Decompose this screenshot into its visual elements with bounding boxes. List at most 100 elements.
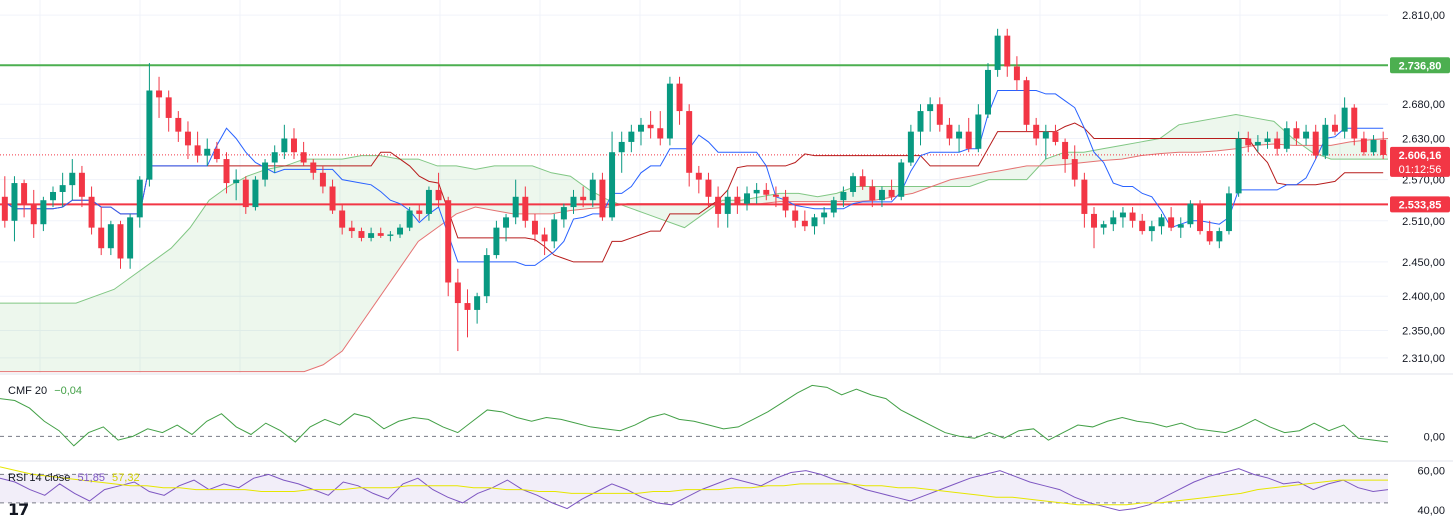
tenkan-line	[4, 90, 1384, 266]
candle	[1264, 131, 1271, 149]
cmf-legend[interactable]: CMF 20 −0,04	[8, 385, 86, 397]
candle	[1303, 124, 1310, 146]
price-tick-label: 2.510,00	[1402, 216, 1445, 228]
candle	[1158, 213, 1165, 235]
candle	[387, 231, 394, 242]
candle	[975, 104, 982, 153]
price-tick-label: 2.810,00	[1402, 10, 1445, 22]
candle	[1225, 186, 1232, 235]
candle-body	[310, 162, 317, 173]
candle-body	[50, 191, 57, 201]
candle-body	[821, 212, 828, 218]
candle	[1081, 172, 1088, 228]
candle	[570, 189, 577, 214]
candle	[329, 179, 336, 214]
candle	[69, 159, 76, 201]
candle	[1042, 124, 1049, 160]
candle-body	[888, 189, 895, 197]
candle	[1148, 220, 1155, 242]
rsi-band	[0, 474, 1388, 503]
candle-body	[1360, 138, 1367, 153]
candle-body	[136, 179, 143, 218]
rsi-legend[interactable]: RSI 14 close 51,85 57,32	[8, 472, 144, 484]
candle-body	[1081, 179, 1088, 214]
senkou-a-line	[0, 113, 1388, 304]
candle-body	[300, 152, 307, 163]
rsi-label: RSI 14 close	[8, 472, 71, 484]
candle	[290, 128, 297, 160]
candle	[1091, 207, 1098, 249]
candle	[637, 117, 644, 146]
candle-body	[233, 179, 240, 184]
rsi-tick-label: 40,00	[1417, 505, 1445, 517]
candle-body	[551, 219, 558, 242]
candle-body	[686, 111, 693, 173]
level-price-label: 2.736,80	[1399, 60, 1442, 72]
candle-body	[30, 203, 37, 225]
candle	[744, 186, 751, 211]
candle	[136, 176, 143, 228]
candle-body	[184, 131, 191, 146]
candle-body	[1023, 80, 1030, 125]
candle	[310, 159, 317, 180]
candle-body	[715, 196, 722, 214]
candle-body	[78, 172, 85, 197]
candle	[898, 159, 905, 201]
candle	[869, 179, 876, 208]
candle-body	[541, 234, 548, 242]
candle-body	[898, 162, 905, 197]
candle-body	[69, 172, 76, 186]
candle	[936, 97, 943, 132]
level-price-tag	[1390, 57, 1450, 74]
candle-body	[503, 217, 510, 228]
candle	[1033, 117, 1040, 146]
candle-body	[792, 210, 799, 221]
candle	[40, 196, 47, 232]
candle	[445, 196, 452, 297]
current-price-tag	[1390, 146, 1450, 177]
candle-body	[1351, 107, 1358, 139]
candle	[223, 152, 230, 194]
candle-body	[348, 227, 355, 232]
candle-body	[580, 196, 587, 201]
candle-body	[907, 131, 914, 163]
candle	[281, 124, 288, 160]
candle	[146, 63, 153, 187]
candle	[88, 186, 95, 235]
candle	[1110, 210, 1117, 232]
candle	[358, 227, 365, 242]
candle-body	[599, 179, 606, 218]
candle-body	[454, 282, 461, 304]
price-tick-label: 2.450,00	[1402, 257, 1445, 269]
candle-body	[666, 83, 673, 139]
candle	[435, 172, 442, 208]
candle-body	[271, 152, 278, 163]
candle-body	[262, 162, 269, 180]
price-axis[interactable]: 2.810,00 2.680,00 2.630,00 2.570,00 2.510,00…	[0, 10, 1453, 517]
candle-body	[801, 220, 808, 227]
candle-body	[763, 189, 770, 195]
candle-body	[1, 196, 8, 221]
candle-body	[1264, 138, 1271, 142]
candle	[78, 165, 85, 208]
candle	[965, 117, 972, 153]
candle-body	[1303, 131, 1310, 139]
candle-body	[223, 159, 230, 184]
candle	[850, 172, 857, 197]
candle-body	[40, 200, 47, 225]
candle	[599, 172, 606, 221]
candle-body	[1312, 131, 1319, 156]
candle	[233, 169, 240, 201]
candle-body	[927, 104, 934, 112]
candle-body	[117, 224, 124, 259]
candle-body	[358, 231, 365, 238]
candle	[753, 183, 760, 204]
candle-body	[1119, 212, 1126, 218]
candle	[368, 227, 375, 242]
candle-body	[878, 189, 885, 201]
candle	[724, 189, 731, 228]
candle	[194, 131, 201, 163]
candle-body	[242, 179, 249, 208]
candle	[956, 124, 963, 153]
